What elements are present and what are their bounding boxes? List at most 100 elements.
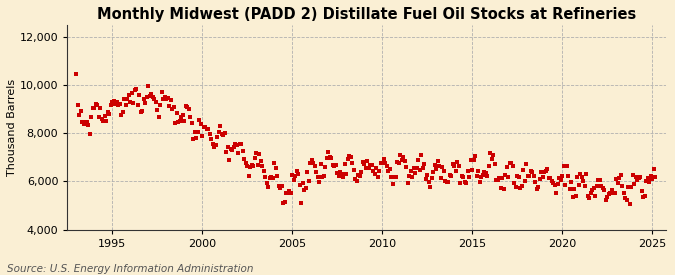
- Point: [644, 179, 655, 184]
- Point: [98, 119, 109, 124]
- Point: [398, 155, 408, 160]
- Point: [273, 184, 284, 188]
- Point: [110, 101, 121, 106]
- Point: [293, 172, 304, 176]
- Point: [248, 163, 259, 168]
- Point: [401, 165, 412, 169]
- Point: [525, 169, 536, 173]
- Point: [465, 158, 476, 162]
- Point: [392, 159, 402, 164]
- Point: [564, 187, 575, 191]
- Point: [203, 126, 214, 131]
- Point: [587, 188, 597, 192]
- Point: [131, 87, 142, 91]
- Point: [492, 178, 503, 182]
- Point: [275, 185, 286, 190]
- Point: [171, 111, 182, 115]
- Point: [99, 114, 110, 118]
- Point: [530, 180, 541, 184]
- Point: [259, 169, 269, 173]
- Point: [101, 119, 112, 124]
- Point: [373, 175, 383, 180]
- Point: [508, 163, 518, 168]
- Point: [471, 174, 482, 178]
- Point: [611, 177, 622, 181]
- Point: [125, 100, 136, 104]
- Point: [556, 178, 566, 182]
- Point: [88, 106, 99, 110]
- Point: [443, 180, 454, 185]
- Point: [232, 142, 242, 147]
- Point: [641, 179, 651, 183]
- Point: [627, 173, 638, 178]
- Point: [153, 115, 164, 119]
- Point: [353, 173, 364, 177]
- Point: [185, 115, 196, 119]
- Point: [246, 163, 257, 167]
- Point: [126, 91, 137, 95]
- Point: [347, 161, 358, 166]
- Point: [458, 175, 468, 180]
- Point: [233, 150, 244, 155]
- Point: [269, 161, 279, 165]
- Point: [411, 166, 422, 170]
- Point: [381, 163, 392, 168]
- Point: [603, 192, 614, 197]
- Point: [146, 92, 157, 97]
- Point: [384, 167, 395, 171]
- Point: [84, 131, 95, 136]
- Point: [163, 96, 173, 100]
- Point: [184, 107, 194, 111]
- Point: [319, 174, 329, 178]
- Point: [176, 115, 187, 119]
- Point: [583, 193, 593, 198]
- Point: [265, 176, 275, 180]
- Point: [516, 184, 527, 188]
- Point: [533, 185, 543, 189]
- Point: [468, 158, 479, 162]
- Point: [427, 176, 437, 180]
- Point: [197, 134, 208, 138]
- Point: [476, 175, 487, 179]
- Point: [432, 158, 443, 163]
- Point: [561, 164, 572, 169]
- Point: [182, 105, 193, 110]
- Point: [543, 176, 554, 180]
- Point: [597, 186, 608, 190]
- Point: [450, 169, 461, 173]
- Point: [340, 162, 350, 166]
- Point: [191, 136, 202, 141]
- Point: [350, 177, 360, 181]
- Point: [503, 175, 514, 179]
- Point: [287, 173, 298, 177]
- Point: [341, 172, 352, 177]
- Point: [352, 178, 362, 183]
- Point: [510, 185, 521, 189]
- Point: [408, 166, 419, 170]
- Point: [209, 144, 219, 149]
- Point: [628, 182, 639, 186]
- Point: [159, 94, 170, 99]
- Point: [286, 190, 296, 195]
- Point: [444, 172, 455, 177]
- Point: [402, 181, 413, 186]
- Point: [395, 153, 406, 158]
- Point: [557, 174, 568, 178]
- Point: [522, 173, 533, 178]
- Point: [491, 178, 502, 183]
- Point: [584, 196, 595, 200]
- Point: [498, 187, 509, 191]
- Point: [179, 118, 190, 123]
- Point: [497, 176, 508, 180]
- Point: [563, 174, 574, 178]
- Point: [311, 169, 322, 174]
- Point: [509, 181, 520, 186]
- Point: [82, 120, 92, 124]
- Point: [500, 173, 510, 177]
- Point: [593, 177, 603, 182]
- Point: [645, 174, 656, 178]
- Point: [320, 164, 331, 169]
- Point: [278, 201, 289, 205]
- Point: [455, 180, 466, 185]
- Point: [329, 164, 340, 169]
